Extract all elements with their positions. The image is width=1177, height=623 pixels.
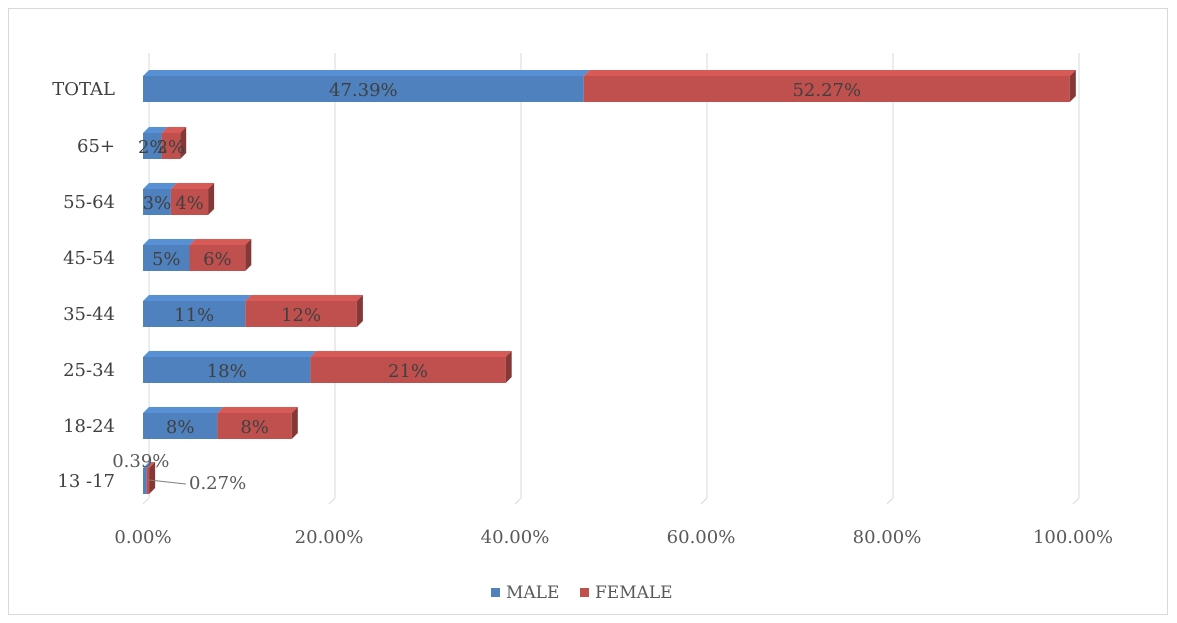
x-tick-label: 0.00% <box>114 527 171 548</box>
bar-female-top <box>189 239 252 245</box>
data-label: 8% <box>166 417 195 438</box>
category-label: TOTAL <box>52 79 115 100</box>
data-label: 2% <box>138 137 167 158</box>
bar-male-top <box>143 183 177 189</box>
data-label: 47.39% <box>329 80 398 101</box>
gridline-foot <box>1072 497 1080 505</box>
data-label: 0.27% <box>189 473 246 494</box>
x-tick-label: 20.00% <box>295 527 364 548</box>
bar-male-top <box>143 462 153 468</box>
legend-swatch <box>491 588 500 597</box>
category-label: 13 -17 <box>57 471 115 492</box>
bar-female <box>170 189 209 215</box>
bar-female <box>583 76 1070 102</box>
bar-female-top <box>146 462 156 468</box>
bar-female <box>245 301 357 327</box>
bar-female <box>217 413 292 439</box>
x-tick-label: 100.00% <box>1033 527 1113 548</box>
gridline-foot <box>142 497 150 505</box>
bar-male <box>143 357 311 383</box>
bar-female-top <box>583 70 1076 76</box>
gridline-foot <box>514 497 522 505</box>
x-tick-label: 40.00% <box>481 527 550 548</box>
data-label: 6% <box>203 249 232 270</box>
bar-male <box>143 301 246 327</box>
bar-female <box>189 245 246 271</box>
bar-male <box>143 413 218 439</box>
bar-female-side <box>245 239 252 271</box>
bar-male <box>143 468 147 494</box>
category-label: 45-54 <box>63 248 115 269</box>
data-label: 0.39% <box>112 451 169 472</box>
bar-female-top <box>217 407 298 413</box>
data-label: 21% <box>388 361 428 382</box>
bars <box>143 70 1076 494</box>
bar-male-top <box>143 295 252 301</box>
bar-female-side <box>180 127 187 159</box>
data-label: 3% <box>143 193 172 214</box>
x-tick-label: 60.00% <box>667 527 736 548</box>
category-label: 65+ <box>77 136 115 157</box>
legend-label: FEMALE <box>595 583 673 603</box>
bar-female-top <box>161 127 187 133</box>
bar-male-top <box>143 127 168 133</box>
bar-female-side <box>356 295 363 327</box>
bar-male <box>143 76 584 102</box>
gridline-foot <box>328 497 336 505</box>
data-label: 52.27% <box>792 80 861 101</box>
category-label: 18-24 <box>63 416 115 437</box>
bar-male <box>143 133 162 159</box>
legend-label: MALE <box>506 583 559 603</box>
legend-swatch <box>580 588 589 597</box>
bar-female <box>146 468 150 494</box>
bar-male-top <box>143 70 590 76</box>
bar-male <box>143 245 190 271</box>
bar-female-side <box>1069 70 1076 102</box>
bar-male-top <box>143 351 317 357</box>
data-label: 11% <box>174 305 214 326</box>
bar-female <box>161 133 181 159</box>
bar-female-top <box>310 351 512 357</box>
gridline-foot <box>700 497 708 505</box>
category-label: 55-64 <box>63 192 115 213</box>
category-label: 25-34 <box>63 360 115 381</box>
data-label: 5% <box>152 249 181 270</box>
bar-female-side <box>291 407 298 439</box>
bar-female-side <box>208 183 215 215</box>
data-labels: 47.39% 52.27% 2%2% 3% 4% 5% 6% 11% 12% 18% 21% 8% 8%… <box>112 80 861 494</box>
category-labels: TOTAL 65+ 55-64 45-54 35-44 25-34 18-24 13 -17 <box>52 79 115 492</box>
data-label: 4% <box>175 193 204 214</box>
data-label: 18% <box>207 361 247 382</box>
x-tick-label: 80.00% <box>853 527 922 548</box>
bar-male-top <box>143 239 196 245</box>
bar-female-top <box>245 295 363 301</box>
bar-female-top <box>170 183 215 189</box>
bar-male <box>143 189 171 215</box>
data-label-leader <box>149 479 187 485</box>
legend: MALE FEMALE <box>491 583 673 603</box>
bar-female-side <box>149 462 156 494</box>
category-label: 35-44 <box>63 304 115 325</box>
gridline-foot <box>886 497 894 505</box>
bar-female <box>310 357 506 383</box>
bar-female-side <box>505 351 512 383</box>
data-label: 8% <box>240 417 269 438</box>
bar-male-top <box>143 407 224 413</box>
gridlines <box>142 53 1080 505</box>
chart-frame: TOTAL 65+ 55-64 45-54 35-44 25-34 18-24 13 -17 … <box>8 8 1168 615</box>
data-label: 2% <box>157 137 186 158</box>
data-label: 12% <box>281 305 321 326</box>
x-axis-tick-labels: 0.00% 20.00% 40.00% 60.00% 80.00% 100.00% <box>114 527 1113 548</box>
